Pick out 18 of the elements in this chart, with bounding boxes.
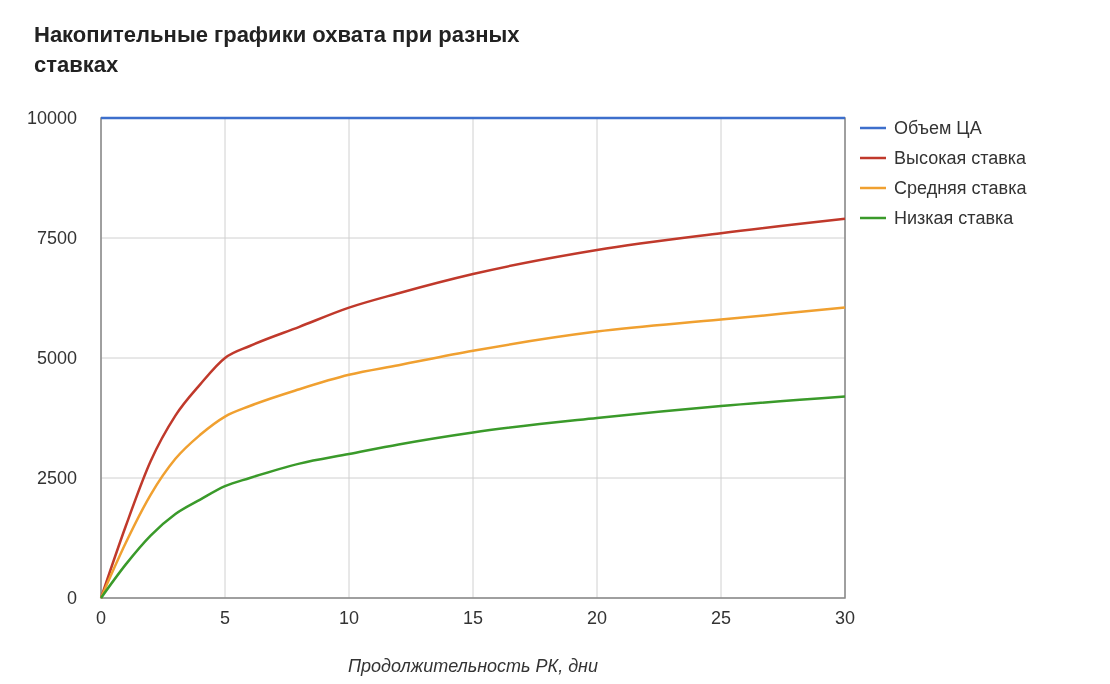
x-tick-label: 30 [834, 608, 856, 628]
x-axis-title: Продолжительность РК, дни [347, 656, 599, 676]
legend-label: Средняя ставка [894, 178, 1028, 198]
legend-label: Высокая ставка [894, 148, 1028, 168]
x-tick-label: 0 [95, 608, 107, 628]
y-tick-label: 7500 [36, 228, 77, 248]
x-tick-label: 10 [338, 608, 360, 628]
y-tick-label: 0 [66, 588, 77, 608]
legend-label: Низкая ставка [894, 208, 1015, 228]
x-tick-label: 5 [219, 608, 231, 628]
y-tick-label: 10000 [26, 108, 77, 128]
x-tick-label: 20 [586, 608, 608, 628]
x-tick-label: 15 [462, 608, 484, 628]
chart-title: Накопительные графики охвата при разных ставках [34, 22, 521, 77]
legend-label: Объем ЦА [894, 118, 982, 138]
y-tick-label: 5000 [36, 348, 77, 368]
y-tick-label: 2500 [36, 468, 77, 488]
x-tick-label: 25 [710, 608, 732, 628]
